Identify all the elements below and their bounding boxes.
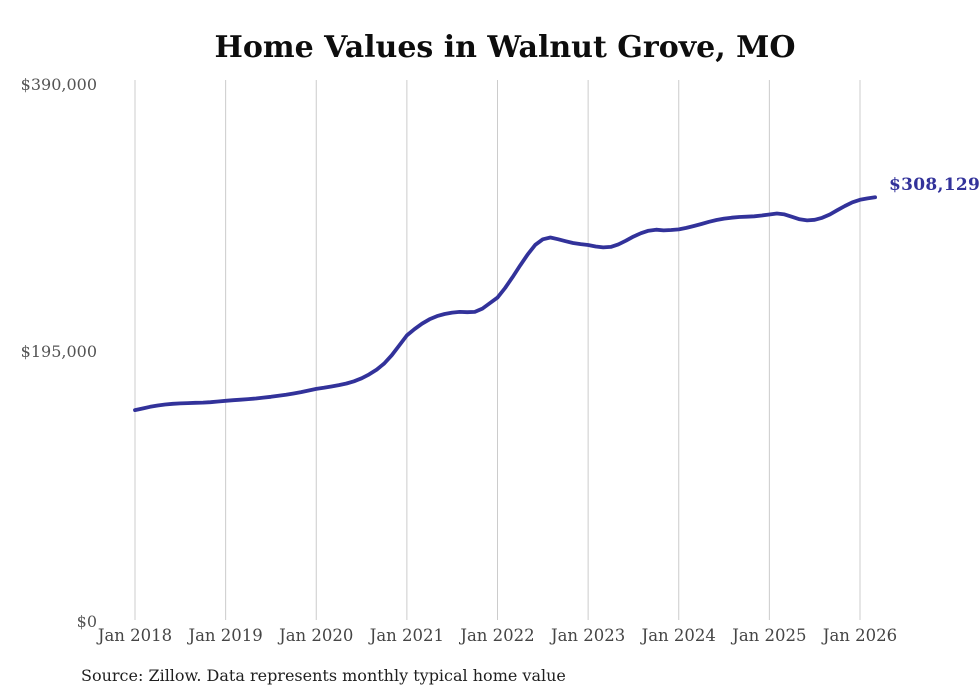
x-axis-label-jan-2022: Jan 2022 xyxy=(460,626,535,645)
x-axis-label-jan-2020: Jan 2020 xyxy=(279,626,354,645)
y-axis-label-195000: $195,000 xyxy=(20,342,97,361)
x-axis-label-jan-2018: Jan 2018 xyxy=(97,626,173,645)
chart-title: Home Values in Walnut Grove, MO xyxy=(214,30,796,65)
latest-value-annotation: $308,129 xyxy=(889,175,980,195)
y-axis-label-0: $0 xyxy=(76,612,97,631)
x-axis-label-jan-2019: Jan 2019 xyxy=(188,626,263,645)
x-axis-label-jan-2025: Jan 2025 xyxy=(732,626,807,645)
x-axis-label-jan-2023: Jan 2023 xyxy=(550,626,626,645)
x-axis-label-jan-2026: Jan 2026 xyxy=(822,626,898,645)
source-attribution: Source: Zillow. Data represents monthly … xyxy=(81,666,566,685)
y-axis-label-390000: $390,000 xyxy=(20,75,97,94)
home-value-series-line xyxy=(133,195,877,413)
x-axis-label-jan-2024: Jan 2024 xyxy=(641,626,716,645)
x-axis-label-jan-2021: Jan 2021 xyxy=(369,626,445,645)
